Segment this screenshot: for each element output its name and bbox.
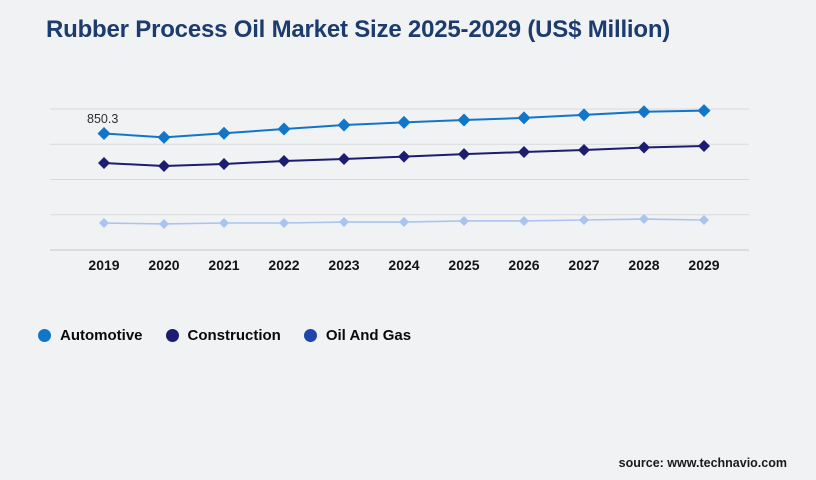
x-tick-label: 2020 xyxy=(148,257,179,273)
series-marker-diamond xyxy=(217,126,231,140)
x-tick-label: 2021 xyxy=(208,257,239,273)
legend-item-oil-and-gas: Oil And Gas xyxy=(303,327,412,344)
legend: Automotive Construction Oil And Gas xyxy=(38,327,411,344)
series-marker-diamond xyxy=(158,160,170,173)
series-marker-diamond xyxy=(338,153,350,166)
legend-label: Construction xyxy=(187,327,281,344)
x-tick-label: 2025 xyxy=(448,257,479,273)
legend-dot-icon xyxy=(38,329,51,342)
x-tick-label: 2023 xyxy=(328,257,359,273)
legend-dot-icon xyxy=(165,329,179,342)
series-marker-diamond xyxy=(517,111,531,125)
chart-title: Rubber Process Oil Market Size 2025-2029… xyxy=(46,16,671,43)
series-marker-diamond xyxy=(579,214,589,225)
series-marker-diamond xyxy=(519,215,529,226)
series-marker-diamond xyxy=(637,105,651,119)
legend-label: Automotive xyxy=(60,327,143,344)
series-marker-diamond xyxy=(577,108,591,122)
x-tick-label: 2022 xyxy=(268,257,299,273)
series-marker-diamond xyxy=(698,140,710,153)
series-marker-diamond xyxy=(459,215,469,226)
series-marker-diamond xyxy=(97,127,111,141)
source-credit: source: www.technavio.com xyxy=(618,456,787,470)
series-marker-diamond xyxy=(458,148,470,161)
series-marker-diamond xyxy=(457,113,471,127)
x-tick-label: 2026 xyxy=(508,257,539,273)
series-marker-diamond xyxy=(337,118,351,132)
series-marker-diamond xyxy=(278,154,290,167)
series-marker-diamond xyxy=(699,214,709,225)
x-tick-label: 2024 xyxy=(388,257,419,273)
series-marker-diamond xyxy=(277,122,291,136)
gridlines xyxy=(50,108,749,251)
series-marker-diamond xyxy=(697,104,711,118)
series-marker-diamond xyxy=(578,143,590,156)
x-tick-label: 2019 xyxy=(88,257,119,273)
series-construction xyxy=(98,140,710,173)
data-label-annotation: 850.3 xyxy=(87,112,118,126)
series-marker-diamond xyxy=(99,218,109,229)
series-marker-diamond xyxy=(218,157,230,170)
series-marker-diamond xyxy=(397,115,411,129)
x-tick-label: 2028 xyxy=(628,257,659,273)
series-marker-diamond xyxy=(279,218,289,229)
series-marker-diamond xyxy=(339,217,349,228)
series-marker-diamond xyxy=(639,214,649,225)
legend-dot-icon xyxy=(303,329,317,342)
series-marker-diamond xyxy=(98,157,110,170)
series-marker-diamond xyxy=(638,141,650,154)
x-tick-label: 2027 xyxy=(568,257,599,273)
series-oil-and-gas xyxy=(99,214,709,229)
series-automotive xyxy=(97,104,711,144)
series-marker-diamond xyxy=(157,130,171,144)
x-axis-labels: 2019 2020 2021 2022 2023 2024 2025 2026 2027 2028… xyxy=(88,257,719,273)
x-tick-label: 2029 xyxy=(688,257,719,273)
series-marker-diamond xyxy=(518,146,530,159)
series-marker-diamond xyxy=(159,218,169,229)
series-marker-diamond xyxy=(398,150,410,163)
legend-label: Oil And Gas xyxy=(325,327,412,344)
legend-item-construction: Construction xyxy=(165,327,281,344)
series-marker-diamond xyxy=(399,217,409,228)
series-marker-diamond xyxy=(219,218,229,229)
legend-item-automotive: Automotive xyxy=(38,327,143,344)
line-chart: 2019 2020 2021 2022 2023 2024 2025 2026 2027 2028… xyxy=(50,104,749,273)
